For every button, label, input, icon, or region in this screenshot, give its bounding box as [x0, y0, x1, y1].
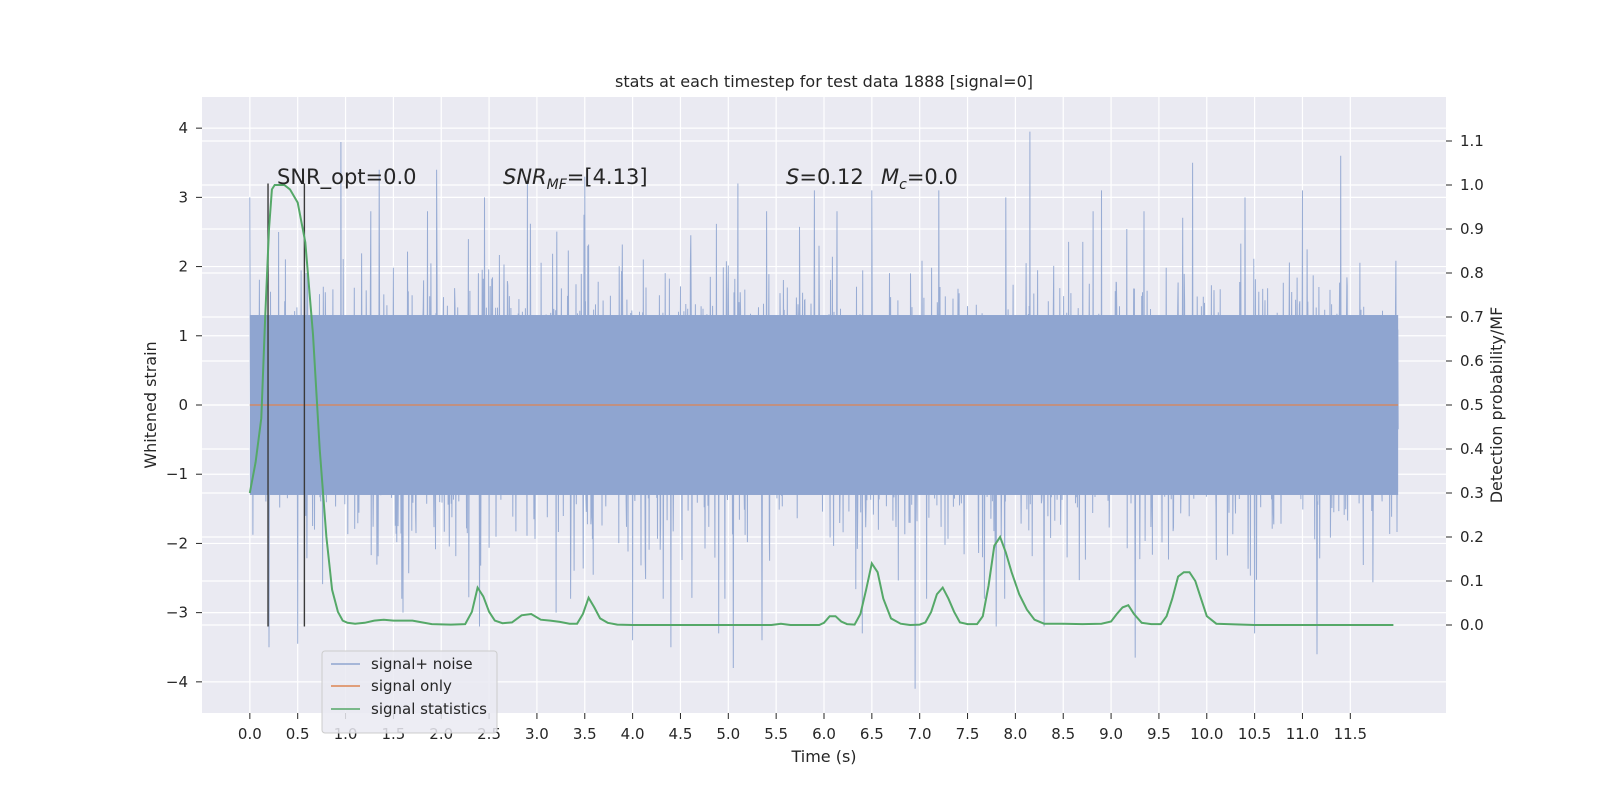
stats-layer — [248, 184, 1394, 627]
x-tick-label: 8.5 — [1051, 725, 1075, 743]
x-tick-label: 7.0 — [908, 725, 932, 743]
x-tick-label: 3.0 — [525, 725, 549, 743]
x-ticks: 0.0 0.5 1.0 1.5 2.0 2.5 3.0 3.5 4.0 4.5 5.0 5.5 6.0 6… — [238, 713, 1367, 743]
x-tick-label: 4.0 — [621, 725, 645, 743]
y-tick-label-left: −4 — [166, 673, 188, 691]
y-tick-label-right: 1.0 — [1460, 176, 1484, 194]
x-tick-label: 9.5 — [1147, 725, 1171, 743]
x-tick-label: 6.0 — [812, 725, 836, 743]
x-tick-label: 3.5 — [573, 725, 597, 743]
x-tick-label: 9.0 — [1099, 725, 1123, 743]
x-tick-label: 10.0 — [1190, 725, 1223, 743]
signal-statistics-line — [248, 184, 1394, 627]
x-tick-label: 8.0 — [1003, 725, 1027, 743]
y-tick-label-left: −3 — [166, 604, 188, 622]
annotation-mc-main: M — [881, 165, 899, 189]
y-tick-label-left: 3 — [178, 188, 188, 206]
legend: signal+ noise signal only signal statist… — [321, 650, 498, 734]
y-tick-label-left: −1 — [166, 465, 188, 483]
x-axis-label: Time (s) — [790, 747, 856, 766]
y-tick-label-right: 0.2 — [1460, 528, 1484, 546]
annotation-s-symbol: S — [786, 165, 799, 189]
y-tick-label-right: 0.5 — [1460, 396, 1484, 414]
legend-label-stats: signal statistics — [371, 700, 487, 718]
annotation-s-value: =0.12 — [799, 165, 863, 189]
legend-label-signal-only: signal only — [371, 677, 452, 695]
legend-box — [321, 650, 498, 734]
x-tick-label: 5.5 — [764, 725, 788, 743]
y-tick-label-left: 0 — [178, 396, 188, 414]
annotation-snr-mf-main: SNR — [503, 165, 547, 189]
y-tick-label-right: 0.9 — [1460, 220, 1484, 238]
y-tick-label-right: 0.8 — [1460, 264, 1484, 282]
y-tick-label-left: 4 — [178, 119, 188, 137]
x-tick-label: 0.0 — [238, 725, 262, 743]
y-tick-label-right: 0.0 — [1460, 616, 1484, 634]
x-tick-label: 0.5 — [286, 725, 310, 743]
y-ticks-left: 4 3 2 1 0 −1 −2 −3 −4 — [166, 119, 202, 691]
annotation-snr-mf-sub: MF — [547, 177, 568, 193]
y-tick-label-left: −2 — [166, 534, 188, 552]
annotation-snr-mf-value: =[4.13] — [567, 165, 648, 189]
annotation-mc: Mc=0.0 — [881, 165, 958, 193]
y-tick-label-left: 1 — [178, 327, 188, 345]
x-tick-label: 6.5 — [860, 725, 884, 743]
y-tick-label-right: 0.7 — [1460, 308, 1484, 326]
y-axis-label-right: Detection probability/MF — [1487, 307, 1506, 504]
y-axis-label-left: Whitened strain — [141, 341, 160, 468]
annotation-snr-opt: SNR_opt=0.0 — [277, 165, 417, 190]
annotation-mc-sub: c — [899, 177, 907, 193]
x-tick-label: 5.0 — [716, 725, 740, 743]
y-ticks-right: 1.1 1.0 0.9 0.8 0.7 0.6 0.5 0.4 0.3 0.2 0.1 0.0 — [1446, 132, 1484, 634]
y-tick-label-right: 0.1 — [1460, 572, 1484, 590]
x-tick-label: 10.5 — [1238, 725, 1271, 743]
x-tick-label: 11.5 — [1334, 725, 1367, 743]
y-tick-label-right: 0.4 — [1460, 440, 1484, 458]
annotation-mc-value: =0.0 — [907, 165, 958, 189]
x-tick-label: 4.5 — [669, 725, 693, 743]
y-tick-label-right: 0.3 — [1460, 484, 1484, 502]
legend-label-noise: signal+ noise — [371, 655, 473, 673]
x-tick-label: 11.0 — [1286, 725, 1319, 743]
annotation-s: S=0.12 — [786, 165, 864, 189]
x-tick-label: 7.5 — [956, 725, 980, 743]
y-tick-label-right: 1.1 — [1460, 132, 1484, 150]
y-tick-label-left: 2 — [178, 258, 188, 276]
annotation-snr-mf: SNRMF=[4.13] — [503, 165, 648, 193]
chart-title: stats at each timestep for test data 188… — [615, 72, 1033, 91]
y-tick-label-right: 0.6 — [1460, 352, 1484, 370]
